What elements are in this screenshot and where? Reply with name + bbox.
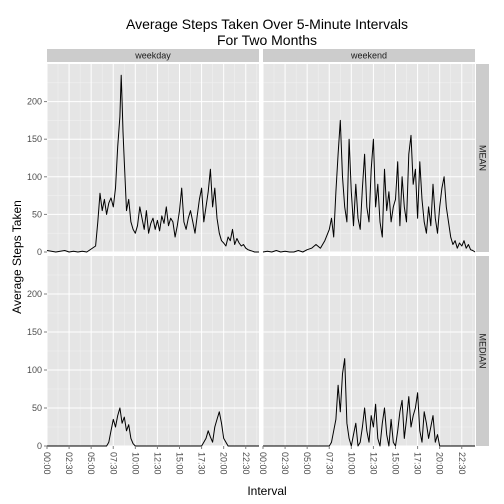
x-tick-label: 12:30: [152, 452, 162, 475]
x-tick-label: 02:30: [280, 452, 290, 475]
series-line-weekday-median: [47, 407, 259, 447]
y-tick-label: 0: [37, 441, 42, 451]
x-tick-label: 22:30: [457, 452, 467, 475]
y-tick-label: 200: [27, 289, 42, 299]
series-line-weekday-mean: [46, 74, 259, 253]
x-tick-label: 05:00: [302, 452, 312, 475]
strip-background: [476, 64, 489, 252]
x-axis-ticks: 00:00 02:30 05:00 07:30 10:00 12:30 15:00 17:30…: [42, 446, 467, 475]
x-tick-label: 15:00: [391, 452, 401, 475]
facet-strip-median: MEDIAN: [476, 256, 489, 446]
facet-panel-weekday-median: [46, 256, 259, 447]
y-tick-label: 100: [27, 172, 42, 182]
y-tick-label: 150: [27, 134, 42, 144]
x-tick-label: 20:00: [435, 452, 445, 475]
series-line-weekend-median: [263, 358, 475, 447]
strip-label-weekday: weekday: [134, 51, 171, 61]
strip-label-median: MEDIAN: [478, 333, 488, 368]
strip-background: [476, 256, 489, 446]
facet-strip-weekend: weekend: [263, 49, 475, 62]
strip-background: [263, 49, 475, 62]
x-tick-label: 05:00: [86, 452, 96, 475]
x-tick-label: 12:30: [368, 452, 378, 475]
x-tick-label: 10:00: [346, 452, 356, 475]
x-axis-title: Interval: [247, 484, 286, 498]
y-tick-label: 100: [27, 365, 42, 375]
x-tick-label: 00:00: [258, 452, 268, 475]
y-tick-label: 0: [37, 247, 42, 257]
x-tick-label: 10:00: [130, 452, 140, 475]
x-tick-label: 00:00: [42, 452, 52, 475]
facet-panel-weekday-mean: [46, 64, 259, 253]
chart-title-line-1: Average Steps Taken Over 5-Minute Interv…: [126, 16, 408, 32]
strip-label-weekend: weekend: [350, 51, 387, 61]
x-tick-label: 07:30: [108, 452, 118, 475]
strip-background: [47, 49, 259, 62]
y-axis-ticks: 0 50 100 150 200 0 50 100 150 200: [27, 97, 47, 451]
x-tick-label: 07:30: [324, 452, 334, 475]
facet-strip-weekday: weekday: [47, 49, 259, 62]
x-tick-label: 17:30: [197, 452, 207, 475]
strip-label-mean: MEAN: [478, 145, 488, 171]
facet-strip-mean: MEAN: [476, 64, 489, 252]
x-tick-label: 15:00: [175, 452, 185, 475]
series-line-weekend-mean: [262, 119, 476, 253]
y-axis-title: Average Steps Taken: [10, 200, 24, 314]
x-tick-label: 22:30: [241, 452, 251, 475]
x-tick-label: 02:30: [64, 452, 74, 475]
chart-title-line-2: For Two Months: [217, 32, 317, 48]
facet-panels: [46, 64, 476, 447]
y-tick-label: 150: [27, 327, 42, 337]
x-tick-label: 17:30: [413, 452, 423, 475]
y-tick-label: 200: [27, 97, 42, 107]
facet-strips: weekday weekend MEAN MEDIAN: [47, 49, 489, 446]
y-tick-label: 50: [32, 403, 42, 413]
x-tick-label: 20:00: [219, 452, 229, 475]
facet-panel-weekend-mean: [262, 64, 476, 253]
facet-panel-weekend-median: [262, 256, 475, 447]
y-tick-label: 50: [32, 209, 42, 219]
